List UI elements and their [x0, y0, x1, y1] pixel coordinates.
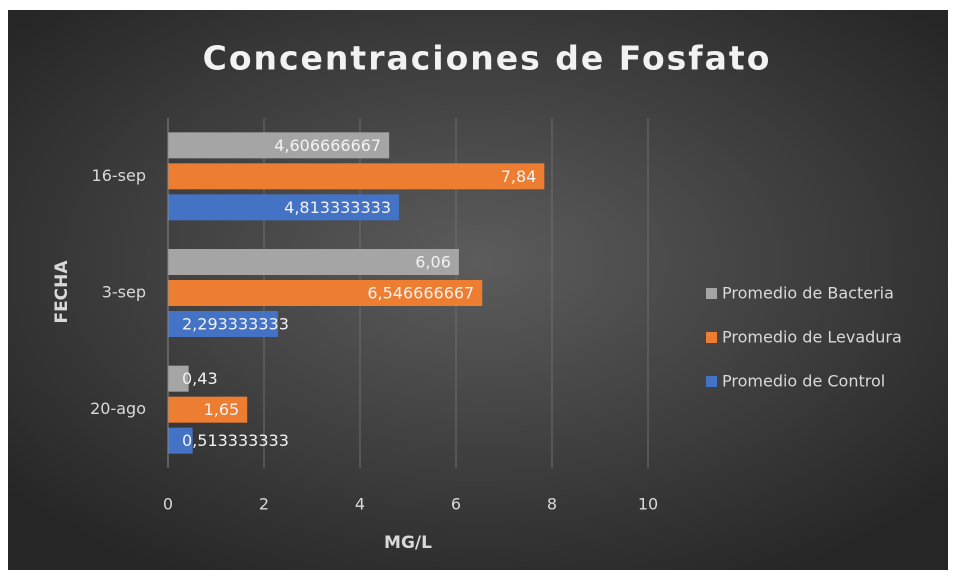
data-label: 2,293333333: [182, 315, 289, 334]
bar: [168, 194, 400, 221]
data-label: 6,546666667: [367, 284, 474, 303]
y-tick-label: 16-sep: [92, 166, 146, 185]
chart-title: Concentraciones de Fosfato: [203, 39, 772, 78]
y-axis-title: FECHA: [52, 260, 72, 324]
legend-label: Promedio de Bacteria: [722, 284, 894, 303]
legend-label: Promedio de Levadura: [722, 328, 902, 347]
bar: [168, 365, 189, 392]
data-label: 4,813333333: [284, 198, 391, 217]
x-axis-title: MG/L: [384, 533, 432, 553]
legend-swatch: [706, 332, 717, 343]
bar: [168, 427, 193, 454]
legend-label: Promedio de Control: [722, 372, 885, 391]
bar: [168, 132, 390, 159]
x-tick-label: 0: [163, 495, 173, 514]
bar: [168, 163, 545, 190]
bar: [168, 249, 459, 275]
x-tick-label: 4: [355, 495, 365, 514]
data-label: 1,65: [204, 400, 240, 419]
x-tick-label: 2: [259, 495, 269, 514]
legend-swatch: [706, 288, 717, 299]
y-tick-label: 20-ago: [90, 399, 146, 418]
legend-swatch: [706, 376, 717, 387]
x-tick-label: 6: [451, 495, 461, 514]
data-label: 4,606666667: [274, 136, 381, 155]
bar: [168, 280, 483, 306]
x-tick-label: 10: [638, 495, 658, 514]
bar: [168, 396, 248, 423]
data-label: 7,84: [501, 167, 537, 186]
data-label: 0,43: [182, 369, 218, 388]
data-label: 6,06: [415, 253, 451, 272]
x-tick-label: 8: [547, 495, 557, 514]
bar: [168, 311, 279, 337]
data-label: 0,513333333: [182, 431, 289, 450]
y-tick-label: 3-sep: [102, 283, 146, 302]
